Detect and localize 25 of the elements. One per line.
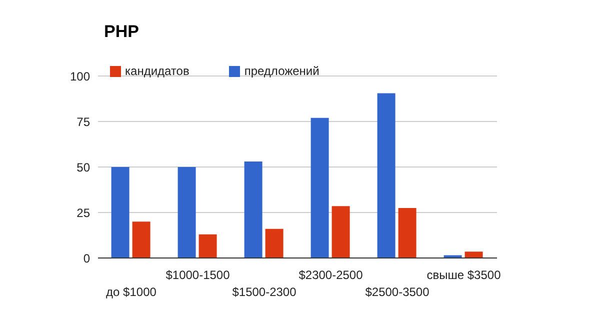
bar bbox=[398, 208, 416, 258]
y-tick-label: 75 bbox=[76, 114, 90, 129]
x-tick-label: до $1000 bbox=[106, 285, 157, 299]
bar bbox=[244, 162, 262, 258]
bar bbox=[111, 167, 130, 258]
x-tick-label: свыше $3500 bbox=[426, 268, 502, 282]
bar bbox=[377, 93, 396, 258]
bar bbox=[332, 206, 350, 258]
bar bbox=[178, 167, 196, 258]
bar bbox=[464, 252, 483, 258]
x-tick-label: $1500-2300 bbox=[232, 285, 297, 299]
chart-title: PHP bbox=[104, 22, 139, 42]
y-tick-label: 0 bbox=[83, 251, 90, 266]
legend-label: кандидатов bbox=[125, 64, 190, 78]
bar bbox=[198, 234, 217, 258]
bar bbox=[132, 222, 150, 258]
legend-label: предложений bbox=[244, 64, 320, 78]
y-tick-label: 50 bbox=[76, 160, 90, 174]
bar bbox=[265, 228, 284, 258]
y-tick-label: 100 bbox=[70, 69, 90, 84]
bar bbox=[310, 118, 329, 258]
x-tick-label: $2500-3500 bbox=[365, 285, 430, 299]
y-tick-label: 25 bbox=[76, 206, 90, 220]
x-tick-label: $1000-1500 bbox=[166, 268, 230, 282]
x-tick-label: $2300-2500 bbox=[298, 268, 364, 282]
